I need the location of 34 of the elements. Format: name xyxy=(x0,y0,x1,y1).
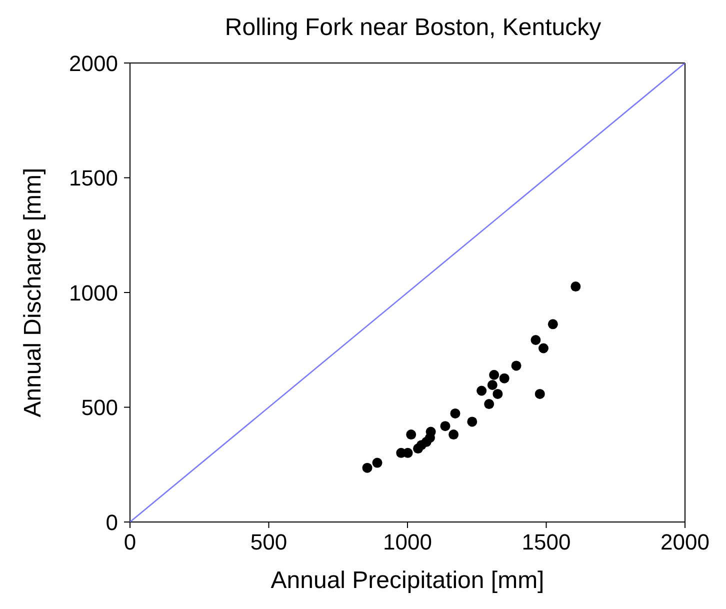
point xyxy=(487,380,498,390)
x-tick-label: 500 xyxy=(250,530,288,555)
y-tick-label: 1000 xyxy=(69,280,118,306)
point xyxy=(489,370,500,380)
point xyxy=(534,388,545,399)
point xyxy=(499,373,510,384)
point xyxy=(448,430,459,440)
point xyxy=(440,421,450,432)
point xyxy=(402,448,413,458)
y-axis-title: Annual Discharge [mm] xyxy=(20,168,47,418)
point xyxy=(484,399,494,410)
point xyxy=(424,432,435,443)
point xyxy=(362,462,372,473)
point xyxy=(450,408,460,418)
y-tick-label: 2000 xyxy=(69,50,118,76)
y-tick-label: 500 xyxy=(81,395,118,420)
x-tick-label: 1000 xyxy=(383,530,432,555)
x-tick-label: 1500 xyxy=(522,530,571,555)
x-axis-title: Annual Precipitation [mm] xyxy=(270,567,544,594)
y-tick-label: 0 xyxy=(106,510,118,535)
point xyxy=(476,386,487,396)
point xyxy=(570,282,581,292)
point xyxy=(492,388,503,399)
point xyxy=(406,430,416,440)
x-tick-label: 2000 xyxy=(660,530,710,555)
chart-title: Rolling Fork near Boston, Kentucky xyxy=(224,14,602,42)
point xyxy=(530,335,541,346)
point xyxy=(538,343,548,354)
x-tick-label: 0 xyxy=(124,530,136,555)
y-tick-label: 1500 xyxy=(69,166,118,191)
point xyxy=(548,319,558,330)
point xyxy=(372,458,382,468)
point xyxy=(511,360,522,371)
point xyxy=(467,416,478,427)
